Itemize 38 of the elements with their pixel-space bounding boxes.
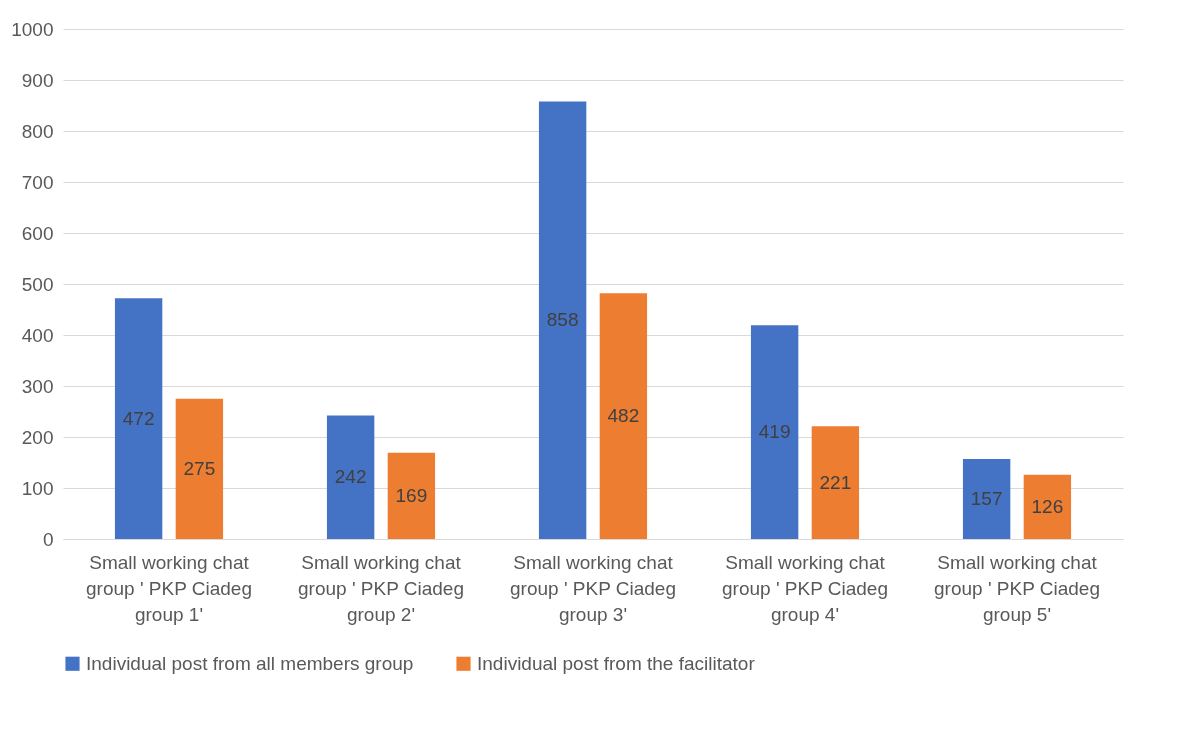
bar	[114, 298, 163, 539]
data-label: 858	[546, 309, 579, 331]
data-label: 221	[819, 471, 852, 493]
legend-label: Individual post from all members group	[86, 652, 414, 674]
y-tick-label: 900	[21, 69, 54, 91]
legend-label: Individual post from the facilitator	[477, 652, 756, 674]
x-tick-label: Small working chat group ' PKP Ciadeg group 2'	[298, 551, 464, 625]
data-label: 419	[758, 421, 791, 443]
y-tick-label: 800	[21, 120, 54, 142]
data-label: 482	[607, 405, 640, 427]
y-tick-label: 600	[21, 222, 54, 244]
y-tick-label: 500	[21, 273, 54, 295]
x-tick-label: Small working chat group ' PKP Ciadeg group 1'	[86, 551, 252, 625]
bar	[962, 458, 1011, 539]
x-tick-label: Small working chat group ' PKP Ciadeg group 4'	[722, 551, 888, 625]
bar	[326, 415, 375, 539]
x-tick-label: Small working chat group ' PKP Ciadeg group 3'	[510, 551, 676, 625]
y-tick-label: 0	[42, 528, 54, 550]
y-tick-label: 300	[21, 375, 54, 397]
x-tick-label: Small working chat group ' PKP Ciadeg group 5'	[934, 551, 1100, 625]
data-label: 472	[122, 407, 155, 429]
y-tick-label: 1000	[11, 18, 54, 40]
bar	[387, 452, 436, 539]
data-label: 126	[1031, 495, 1064, 517]
data-label: 157	[970, 487, 1003, 509]
data-label: 242	[334, 466, 367, 488]
y-tick-label: 100	[21, 477, 54, 499]
bar	[599, 293, 648, 539]
data-label: 169	[395, 484, 428, 506]
bar	[811, 426, 860, 539]
y-tick-label: 700	[21, 171, 54, 193]
bar	[750, 325, 799, 539]
y-tick-label: 200	[21, 426, 54, 448]
bar	[1023, 474, 1072, 539]
bar	[175, 398, 224, 539]
y-tick-label: 400	[21, 324, 54, 346]
data-label: 275	[183, 457, 216, 479]
bar	[538, 101, 587, 539]
